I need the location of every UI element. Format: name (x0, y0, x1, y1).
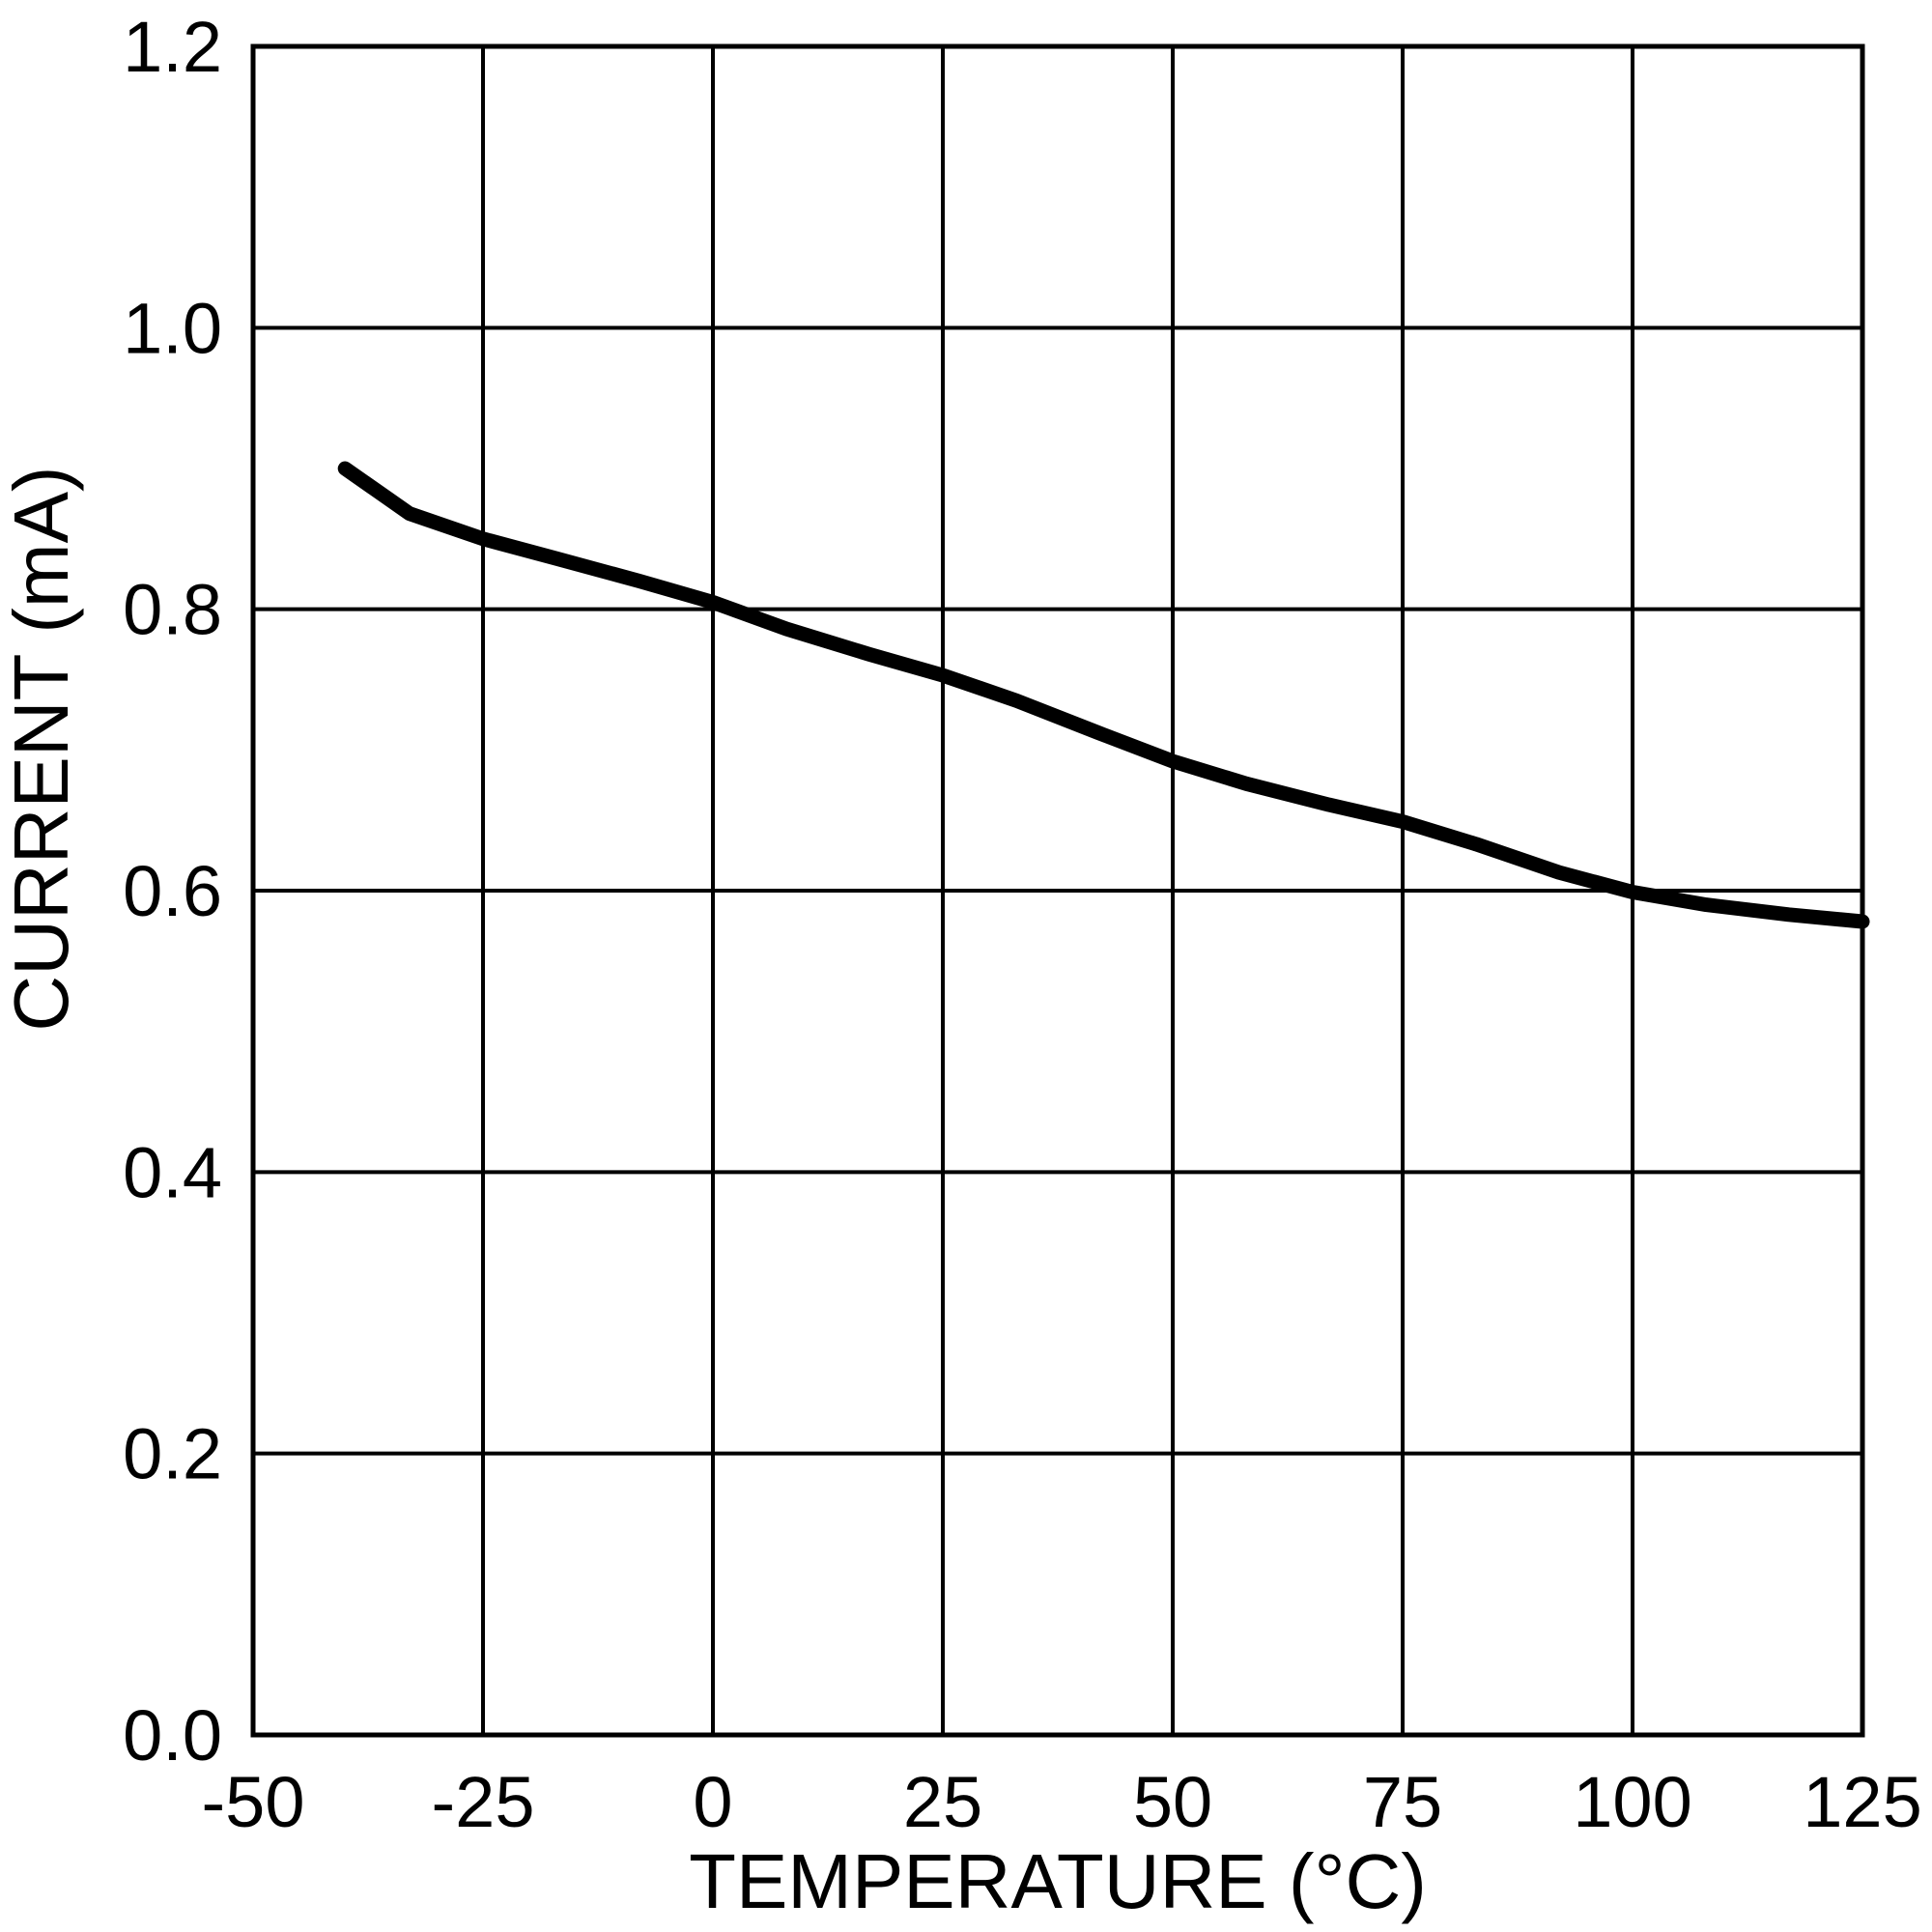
y-tick-label: 0.0 (123, 1695, 222, 1776)
x-tick-label: 25 (903, 1762, 982, 1842)
y-axis-label: CURRENT (mA) (0, 466, 84, 1031)
x-tick-label: 50 (1133, 1762, 1212, 1842)
x-axis-label: TEMPERATURE (°C) (689, 1838, 1427, 1924)
y-tick-label: 1.0 (123, 288, 222, 368)
y-tick-label: 0.8 (123, 570, 222, 650)
y-tick-label: 1.2 (123, 7, 222, 87)
x-tick-label: 0 (693, 1762, 732, 1842)
plot-border (250, 43, 1865, 1738)
y-tick-label: 0.2 (123, 1414, 222, 1494)
x-tick-label: 125 (1803, 1762, 1921, 1842)
y-tick-label: 0.4 (123, 1132, 222, 1212)
x-tick-label: 75 (1363, 1762, 1442, 1842)
x-tick-label: -25 (432, 1762, 535, 1842)
y-tick-label: 0.6 (123, 851, 222, 931)
data-line (337, 461, 1870, 929)
x-tick-label: -50 (202, 1762, 305, 1842)
x-tick-label: 100 (1573, 1762, 1691, 1842)
